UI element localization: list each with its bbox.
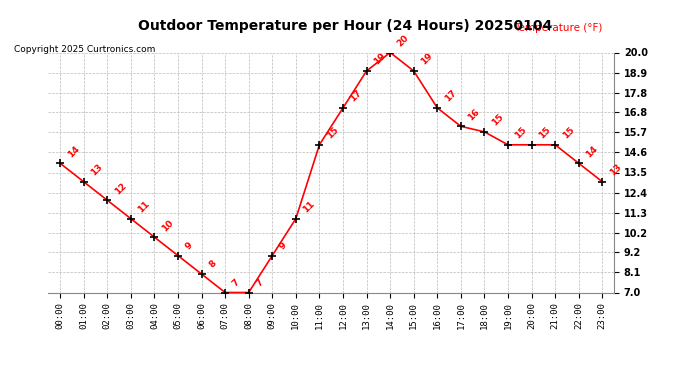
Text: Outdoor Temperature per Hour (24 Hours) 20250104: Outdoor Temperature per Hour (24 Hours) … xyxy=(138,19,552,33)
Text: 10: 10 xyxy=(160,218,175,233)
Text: 15: 15 xyxy=(490,112,505,128)
Text: 9: 9 xyxy=(278,240,288,251)
Text: Copyright 2025 Curtronics.com: Copyright 2025 Curtronics.com xyxy=(14,45,155,54)
Text: 9: 9 xyxy=(184,240,195,251)
Text: 16: 16 xyxy=(466,107,482,122)
Text: 7: 7 xyxy=(230,278,241,288)
Text: 17: 17 xyxy=(443,88,458,104)
Text: 11: 11 xyxy=(137,199,152,214)
Text: 19: 19 xyxy=(420,51,435,67)
Text: 19: 19 xyxy=(372,51,387,67)
Text: 8: 8 xyxy=(207,259,218,270)
Text: 15: 15 xyxy=(561,126,576,141)
Text: Temperature (°F): Temperature (°F) xyxy=(515,23,603,33)
Text: 13: 13 xyxy=(89,162,104,178)
Text: 11: 11 xyxy=(302,199,317,214)
Text: 20: 20 xyxy=(395,33,411,48)
Text: 14: 14 xyxy=(66,144,81,159)
Text: 15: 15 xyxy=(325,126,340,141)
Text: 17: 17 xyxy=(348,88,364,104)
Text: 15: 15 xyxy=(537,126,553,141)
Text: 12: 12 xyxy=(112,181,128,196)
Text: 13: 13 xyxy=(608,162,623,178)
Text: 7: 7 xyxy=(254,278,265,288)
Text: 14: 14 xyxy=(584,144,600,159)
Text: 15: 15 xyxy=(513,126,529,141)
